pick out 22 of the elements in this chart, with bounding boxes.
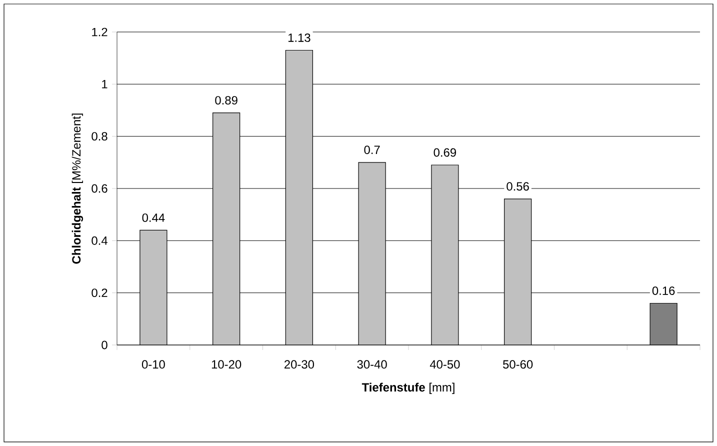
data-label: 0.16 xyxy=(652,286,675,295)
y-tick-label: 0.2 xyxy=(92,288,108,298)
x-axis-title: Tiefenstufe [mm] xyxy=(362,382,454,394)
data-label: 0.69 xyxy=(434,148,456,157)
y-tick-label: 0.6 xyxy=(92,184,108,193)
data-label: 0.44 xyxy=(142,213,165,222)
data-label: 0.89 xyxy=(215,96,238,105)
y-axis-title: Chloridgehalt [M%/Zement] xyxy=(72,114,84,264)
y-tick-label: 0.8 xyxy=(92,132,108,141)
x-tick-label: 10-20 xyxy=(212,360,242,369)
x-tick-label: 40-50 xyxy=(430,360,460,369)
data-label: 0.56 xyxy=(506,182,529,191)
y-tick-label: 1.2 xyxy=(92,28,108,36)
data-label: 1.13 xyxy=(288,33,310,42)
y-tick-label: 0.4 xyxy=(92,236,108,245)
x-tick-label: 30-40 xyxy=(357,360,387,369)
y-tick-label: 0 xyxy=(102,340,108,350)
x-tick-label: 0-10 xyxy=(142,360,165,369)
data-label: 0.7 xyxy=(364,146,380,154)
y-tick-label: 1 xyxy=(102,80,108,88)
x-tick-label: 50-60 xyxy=(503,360,533,369)
x-tick-label: 20-30 xyxy=(284,360,314,369)
